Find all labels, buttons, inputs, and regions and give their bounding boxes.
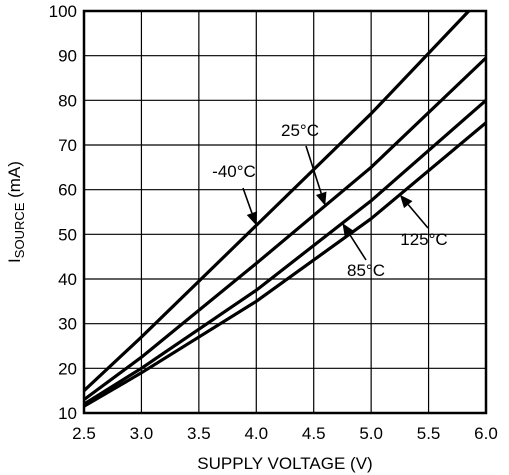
annotation-arrowhead [246,211,258,226]
x-tick-label: 6.0 [474,424,498,443]
annotation-arrowhead [342,223,355,238]
y-axis-label-suffix: (mA) [5,161,24,203]
annotation-arrowhead [315,191,327,206]
series-line-0 [82,9,470,392]
y-tick-label: 10 [58,404,77,423]
annotation-label: 85°C [347,261,385,280]
annotation-label: 25°C [281,121,319,140]
grid [84,11,486,413]
y-tick-label: 30 [58,315,77,334]
y-tick-label: 20 [58,359,77,378]
y-axis-label: ISOURCE (mA) [5,161,27,263]
y-tick-label: 50 [58,225,77,244]
y-axis-label-sub: SOURCE [12,202,27,258]
x-tick-label: 5.0 [359,424,383,443]
annotation-arrowhead [399,194,413,209]
x-axis-label: SUPPLY VOLTAGE (V) [197,454,372,473]
annotation-leader [407,204,429,229]
y-tick-label: 100 [49,2,77,21]
series-line-1 [83,56,488,401]
series-line-2 [83,99,488,406]
plot-frame [82,9,488,415]
y-axis-label-main: I [5,258,24,263]
x-tick-label: 2.5 [72,424,96,443]
x-tick-label: 4.0 [244,424,268,443]
x-tick-label: 3.0 [130,424,154,443]
annotation-label: -40°C [212,162,256,181]
y-tick-label: 40 [58,270,77,289]
tick-labels: 2.5 3.0 3.5 4.0 4.5 5.0 5.5 6.0 10 20 30 40 50 60 70 80… [49,2,498,443]
annotation-label: 125°C [400,230,447,249]
annotation-leader [348,233,367,261]
y-tick-label: 60 [58,181,77,200]
annotation-leader [305,145,322,194]
x-tick-label: 4.5 [302,424,326,443]
annotations: -40°C 25°C 85°C 125°C [212,121,448,280]
series-lines [82,9,488,408]
x-tick-label: 3.5 [187,424,211,443]
x-tick-label: 5.5 [417,424,441,443]
y-tick-label: 70 [58,136,77,155]
y-tick-label: 80 [58,91,77,110]
annotation-leader [242,187,253,214]
series-line-3 [83,121,488,408]
y-tick-label: 90 [58,47,77,66]
